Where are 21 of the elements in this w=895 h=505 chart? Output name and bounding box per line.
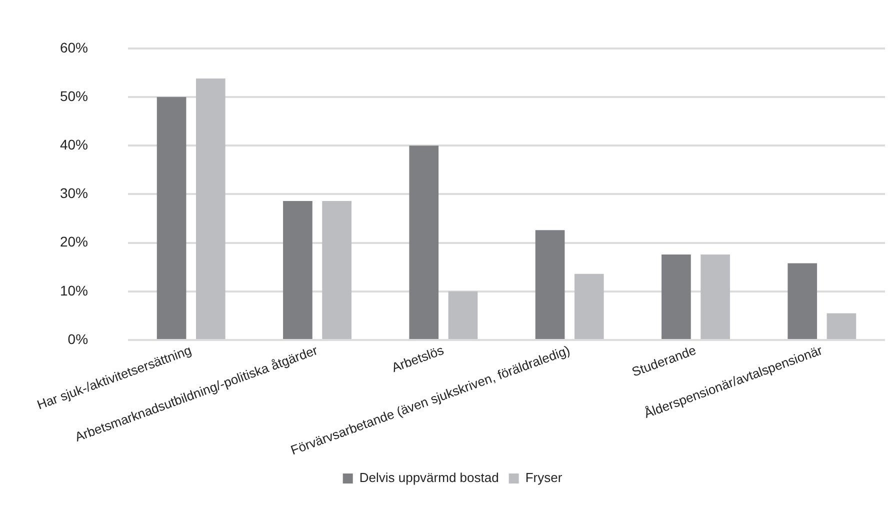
legend-label: Delvis uppvärmd bostad: [359, 470, 499, 486]
bar: [535, 230, 565, 340]
legend-label: Fryser: [525, 470, 563, 486]
bar: [826, 313, 856, 340]
bar: [409, 146, 439, 340]
bar: [283, 201, 312, 340]
bar: [788, 263, 818, 340]
bar: [448, 291, 478, 340]
y-tick-label: 20%: [60, 234, 88, 250]
bar: [662, 254, 691, 340]
y-tick-label: 10%: [60, 282, 88, 298]
y-tick-label: 50%: [60, 88, 88, 104]
bar: [156, 97, 186, 340]
y-tick-label: 40%: [60, 136, 88, 152]
bar: [700, 254, 730, 340]
bar: [574, 274, 604, 340]
bar: [322, 201, 352, 340]
bar: [196, 78, 226, 340]
y-tick-label: 0%: [68, 330, 88, 347]
y-tick-label: 60%: [60, 39, 88, 56]
y-tick-label: 30%: [60, 185, 88, 202]
